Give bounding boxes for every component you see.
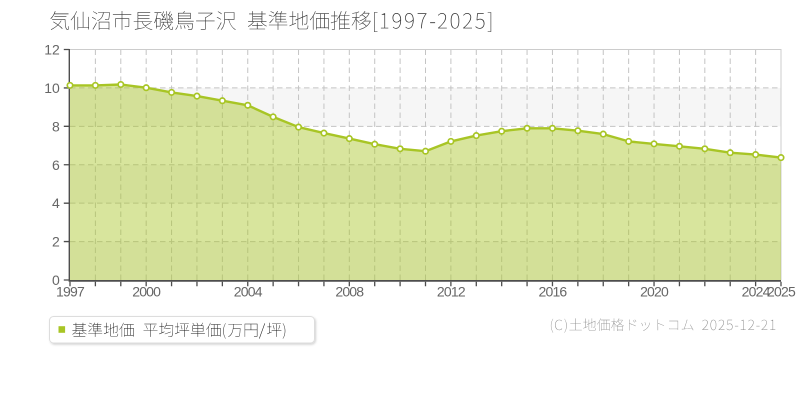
svg-text:2016: 2016: [538, 284, 567, 300]
svg-text:2000: 2000: [132, 284, 161, 300]
svg-text:2: 2: [52, 234, 60, 250]
svg-text:2020: 2020: [640, 284, 669, 300]
svg-text:10: 10: [44, 80, 60, 96]
svg-text:2012: 2012: [437, 284, 466, 300]
svg-text:0: 0: [52, 272, 60, 288]
svg-text:2004: 2004: [234, 284, 263, 300]
svg-text:12: 12: [44, 42, 60, 58]
svg-text:4: 4: [52, 195, 60, 211]
svg-text:2008: 2008: [335, 284, 364, 300]
svg-text:8: 8: [52, 118, 60, 134]
svg-text:1997: 1997: [56, 284, 85, 300]
svg-text:6: 6: [52, 157, 60, 173]
svg-text:2025: 2025: [767, 284, 796, 300]
svg-text:2024: 2024: [742, 284, 771, 300]
